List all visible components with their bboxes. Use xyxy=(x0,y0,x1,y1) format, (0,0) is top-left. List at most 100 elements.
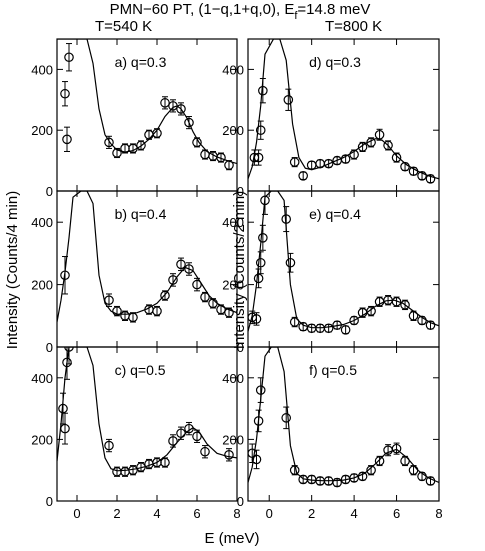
data-point xyxy=(383,140,393,151)
y-tick-label: 200 xyxy=(31,123,53,138)
y-tick-label: 200 xyxy=(222,432,244,447)
data-marker xyxy=(289,465,300,475)
data-marker xyxy=(258,233,268,243)
data-point xyxy=(251,312,262,326)
data-point xyxy=(216,304,226,315)
data-marker xyxy=(224,307,234,318)
data-marker xyxy=(60,423,70,434)
data-point xyxy=(112,147,122,159)
data-point xyxy=(128,312,138,323)
data-point xyxy=(281,206,291,233)
data-point xyxy=(298,171,308,181)
data-marker xyxy=(224,449,234,460)
data-point xyxy=(366,465,376,476)
data-point xyxy=(391,296,402,307)
data-marker xyxy=(357,142,368,152)
data-point xyxy=(62,126,72,152)
data-marker xyxy=(391,152,402,163)
data-point xyxy=(253,149,264,166)
data-marker xyxy=(323,323,334,334)
data-point xyxy=(374,455,385,467)
data-point xyxy=(400,455,410,467)
data-marker xyxy=(176,104,186,114)
data-marker xyxy=(253,416,264,426)
data-point xyxy=(168,273,178,287)
data-marker xyxy=(184,423,194,434)
data-marker xyxy=(112,148,122,158)
data-marker xyxy=(168,275,178,285)
y-tick-label: 0 xyxy=(46,184,53,199)
data-point xyxy=(112,305,122,317)
data-marker xyxy=(323,158,334,169)
data-point xyxy=(136,140,146,151)
data-marker xyxy=(425,174,436,184)
data-marker xyxy=(283,95,294,105)
data-marker xyxy=(258,85,268,96)
data-marker xyxy=(332,320,342,330)
data-point xyxy=(349,149,359,160)
data-marker xyxy=(260,195,270,206)
data-point xyxy=(208,298,218,309)
data-point xyxy=(258,78,268,104)
data-point xyxy=(417,171,427,181)
data-marker xyxy=(289,157,300,167)
data-marker xyxy=(255,257,266,268)
panel-frame xyxy=(247,346,440,502)
data-point xyxy=(391,152,402,163)
x-tick-label: 4 xyxy=(153,506,160,521)
data-point xyxy=(253,409,264,433)
data-marker xyxy=(285,257,296,268)
data-point xyxy=(224,448,234,462)
data-marker xyxy=(417,315,427,326)
y-tick-label: 200 xyxy=(222,123,244,138)
data-point xyxy=(408,310,419,321)
y-tick-label: 400 xyxy=(222,371,244,386)
data-marker xyxy=(374,456,385,466)
y-tick-label: 0 xyxy=(237,340,244,355)
data-point xyxy=(184,116,194,130)
data-marker xyxy=(408,465,419,475)
data-marker xyxy=(425,320,436,330)
data-point xyxy=(58,392,68,425)
data-point xyxy=(184,262,194,276)
data-point xyxy=(283,88,294,111)
data-marker xyxy=(425,476,436,486)
data-marker xyxy=(374,129,385,140)
data-marker xyxy=(62,134,72,145)
data-point xyxy=(258,224,268,251)
data-marker xyxy=(62,357,72,368)
data-marker xyxy=(289,317,300,327)
data-point xyxy=(289,157,300,168)
y-tick-label: 200 xyxy=(31,278,53,293)
data-point xyxy=(425,476,436,486)
data-point xyxy=(200,445,210,459)
data-marker xyxy=(160,98,170,108)
data-point xyxy=(192,137,202,148)
data-marker xyxy=(253,152,264,163)
data-point xyxy=(168,434,178,448)
y-tick-label: 400 xyxy=(222,215,244,230)
x-tick-label: 8 xyxy=(233,506,240,521)
data-point xyxy=(200,149,210,160)
panel-b: 0 200 400 b) q=0.4 xyxy=(31,190,238,355)
y-tick-label: 400 xyxy=(31,371,53,386)
y-tick-label: 400 xyxy=(222,62,244,77)
data-marker xyxy=(408,310,419,321)
data-marker xyxy=(152,128,162,139)
data-marker xyxy=(400,300,410,310)
data-point xyxy=(224,307,234,318)
data-marker xyxy=(176,259,186,270)
data-point xyxy=(128,143,138,154)
y-tick-label: 400 xyxy=(31,62,53,77)
data-marker xyxy=(216,304,226,315)
x-tick-label: 6 xyxy=(393,506,400,521)
data-point xyxy=(357,307,368,318)
data-marker xyxy=(332,477,342,488)
data-marker xyxy=(168,101,178,111)
data-point xyxy=(200,291,210,303)
data-point xyxy=(160,96,170,110)
data-marker xyxy=(104,137,114,148)
